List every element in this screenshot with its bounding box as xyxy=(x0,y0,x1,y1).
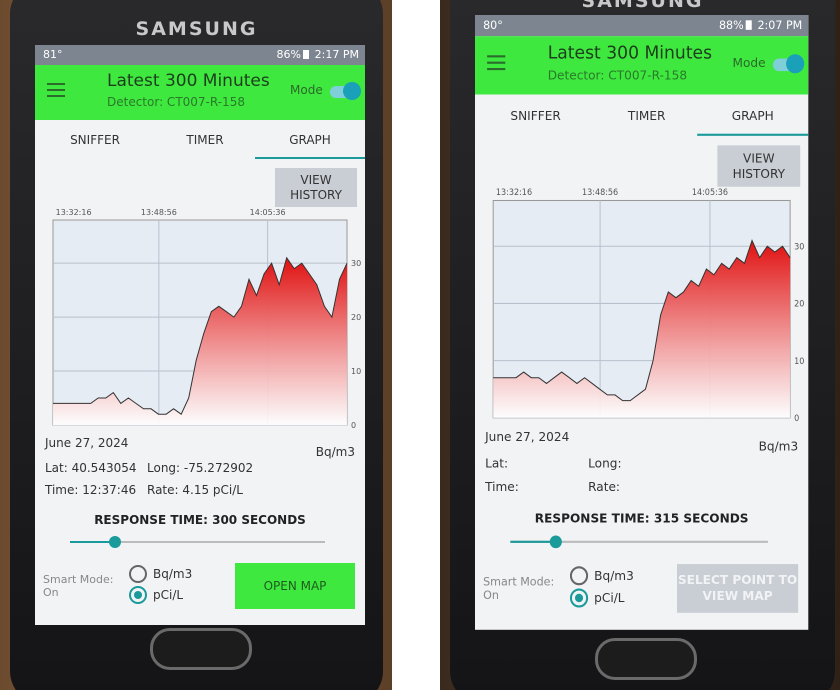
radio-button[interactable] xyxy=(570,566,588,585)
home-button xyxy=(595,638,697,680)
y-tick-label: 30 xyxy=(351,259,361,268)
unit-label: Bq/m3 xyxy=(316,445,355,459)
page: SAMSUNG 81° 86% 2:17 PM Latest 300 Minut… xyxy=(0,0,840,690)
radio-label: Bq/m3 xyxy=(594,568,634,583)
radio-button[interactable] xyxy=(129,586,147,604)
radio-label: pCi/L xyxy=(594,591,624,606)
screen: 80° 88% 2:07 PM Latest 300 Minutes Detec… xyxy=(475,15,808,630)
rate: Rate: 4.15 pCi/L xyxy=(147,483,243,497)
smart-mode: Smart Mode: On xyxy=(483,575,564,603)
map-button[interactable]: OPEN MAP xyxy=(235,563,355,609)
graph: 0 10 20 30 13:32:16 13:48:56 14:05:36 xyxy=(35,45,365,445)
photo-left: SAMSUNG 81° 86% 2:17 PM Latest 300 Minut… xyxy=(0,0,392,690)
unit-label: Bq/m3 xyxy=(759,439,799,454)
radio-label: Bq/m3 xyxy=(153,567,192,581)
radio-button[interactable] xyxy=(570,588,588,607)
x-label: 13:32:16 xyxy=(496,187,532,197)
screen: 81° 86% 2:17 PM Latest 300 Minutes Detec… xyxy=(35,45,365,625)
response-time: RESPONSE TIME: 300 SECONDS xyxy=(35,513,365,527)
x-label: 13:48:56 xyxy=(582,187,618,197)
y-tick-label: 20 xyxy=(351,313,361,322)
latitude: Lat: 40.543054 xyxy=(45,461,137,475)
slider-knob[interactable] xyxy=(109,536,121,548)
brand: SAMSUNG xyxy=(10,18,383,40)
y-tick-label: 10 xyxy=(351,367,361,376)
home-button xyxy=(150,628,252,670)
latitude: Lat: xyxy=(485,456,508,471)
rate: Rate: xyxy=(588,479,620,494)
map-button: SELECT POINT TO VIEW MAP xyxy=(677,564,798,613)
response-time: RESPONSE TIME: 315 SECONDS xyxy=(475,511,808,526)
y-tick-label: 0 xyxy=(351,421,356,430)
time: Time: 12:37:46 xyxy=(45,483,136,497)
photo-right: SAMSUNG 80° 88% 2:07 PM Latest 300 Minut… xyxy=(440,0,840,690)
slider-knob[interactable] xyxy=(550,535,562,548)
y-tick-label: 0 xyxy=(794,413,799,423)
y-tick-label: 20 xyxy=(794,298,804,308)
x-label: 14:05:36 xyxy=(692,187,728,197)
y-tick-label: 30 xyxy=(794,241,804,251)
time: Time: xyxy=(485,479,519,494)
radio-label: pCi/L xyxy=(153,588,183,602)
x-label: 13:48:56 xyxy=(141,208,177,217)
brand: SAMSUNG xyxy=(450,0,835,12)
longitude: Long: xyxy=(588,456,621,471)
x-label: 14:05:36 xyxy=(250,208,286,217)
smart-mode: Smart Mode: On xyxy=(43,573,123,599)
radio-button[interactable] xyxy=(129,565,147,583)
graph: 0 10 20 30 13:32:16 13:48:56 14:05:36 xyxy=(475,15,808,439)
y-tick-label: 10 xyxy=(794,356,804,366)
longitude: Long: -75.272902 xyxy=(147,461,253,475)
x-label: 13:32:16 xyxy=(56,208,92,217)
